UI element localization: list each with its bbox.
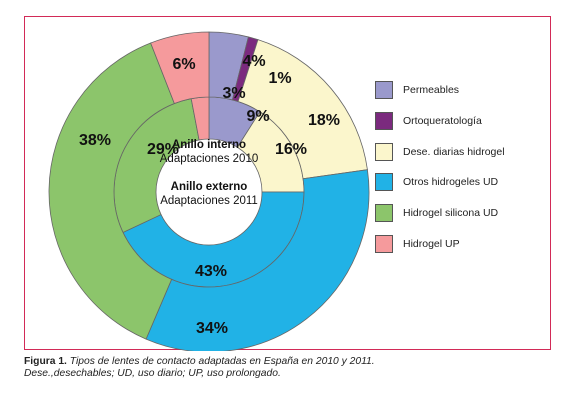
- legend-swatch: [375, 81, 393, 100]
- caption-line-2: Dese.,desechables; UD, uso diario; UP, u…: [24, 368, 281, 379]
- legend-swatch: [375, 204, 393, 223]
- inner-ring-title: Anillo interno: [172, 139, 246, 151]
- caption-line-1: Tipos de lentes de contacto adaptadas en…: [69, 356, 375, 367]
- outer-ring-caption: Adaptaciones 2011: [160, 195, 258, 207]
- legend-label: Permeables: [403, 84, 460, 97]
- legend-item: Hidrogel UP: [375, 228, 550, 259]
- outer-ring-data-label: 38%: [79, 132, 111, 149]
- donut-chart: 9% 16% 43% 29% 3% 4%1% 18% 34% 38% 6% Anillo inte…: [48, 31, 370, 351]
- legend-swatch: [375, 112, 393, 131]
- inner-ring-data-label: 9%: [246, 108, 269, 125]
- outer-ring-slice: [150, 31, 210, 105]
- outer-ring-slice: [48, 42, 175, 340]
- outer-ring-slice: [145, 169, 370, 351]
- legend-swatch: [375, 234, 393, 253]
- chart-slice-labels: 9% 16% 43% 29% 3% 4%1% 18% 34% 38% 6%: [79, 53, 340, 337]
- inner-ring-data-label: 29%: [147, 141, 179, 158]
- outer-ring-title: Anillo externo: [171, 181, 248, 193]
- outer-ring-data-label: 6%: [172, 56, 195, 73]
- outer-ring-data-label: 34%: [196, 320, 228, 337]
- caption-label: Figura 1.: [24, 356, 67, 367]
- outer-ring-data-label: 18%: [308, 112, 340, 129]
- legend-label: Hidrogel silicona UD: [403, 207, 499, 220]
- inner-ring-caption: Adaptaciones 2010: [160, 153, 258, 165]
- legend-label: Dese. diarias hidrogel: [403, 145, 505, 158]
- legend-label: Ortoqueratología: [403, 115, 482, 128]
- legend-item: Ortoqueratología: [375, 106, 550, 137]
- inner-ring-data-label: 16%: [275, 141, 307, 158]
- chart-legend: Permeables Ortoqueratología Dese. diaria…: [375, 75, 550, 259]
- outer-ring-data-label: 4%: [242, 53, 265, 70]
- figure-frame: 9% 16% 43% 29% 3% 4% 1% 18% 34% 38% 6% Anillo inte…: [24, 16, 551, 351]
- center-text: Anillo interno Adaptaciones 2010 Anillo …: [160, 139, 258, 207]
- outer-ring-data-label: 1%: [268, 70, 291, 87]
- inner-ring-data-label: 43%: [195, 263, 227, 280]
- legend-item: Permeables: [375, 75, 550, 106]
- legend-swatch: [375, 173, 393, 192]
- legend-label: Otros hidrogeles UD: [403, 176, 499, 189]
- legend-item: Otros hidrogeles UD: [375, 167, 550, 198]
- legend-item: Dese. diarias hidrogel: [375, 136, 550, 167]
- inner-ring-data-label: 3%: [222, 85, 245, 102]
- legend-swatch: [375, 142, 393, 161]
- legend-item: Hidrogel silicona UD: [375, 198, 550, 229]
- legend-label: Hidrogel UP: [403, 237, 460, 250]
- chart-slices: [48, 31, 370, 351]
- figure-caption: Figura 1. Tipos de lentes de contacto ad…: [24, 356, 554, 380]
